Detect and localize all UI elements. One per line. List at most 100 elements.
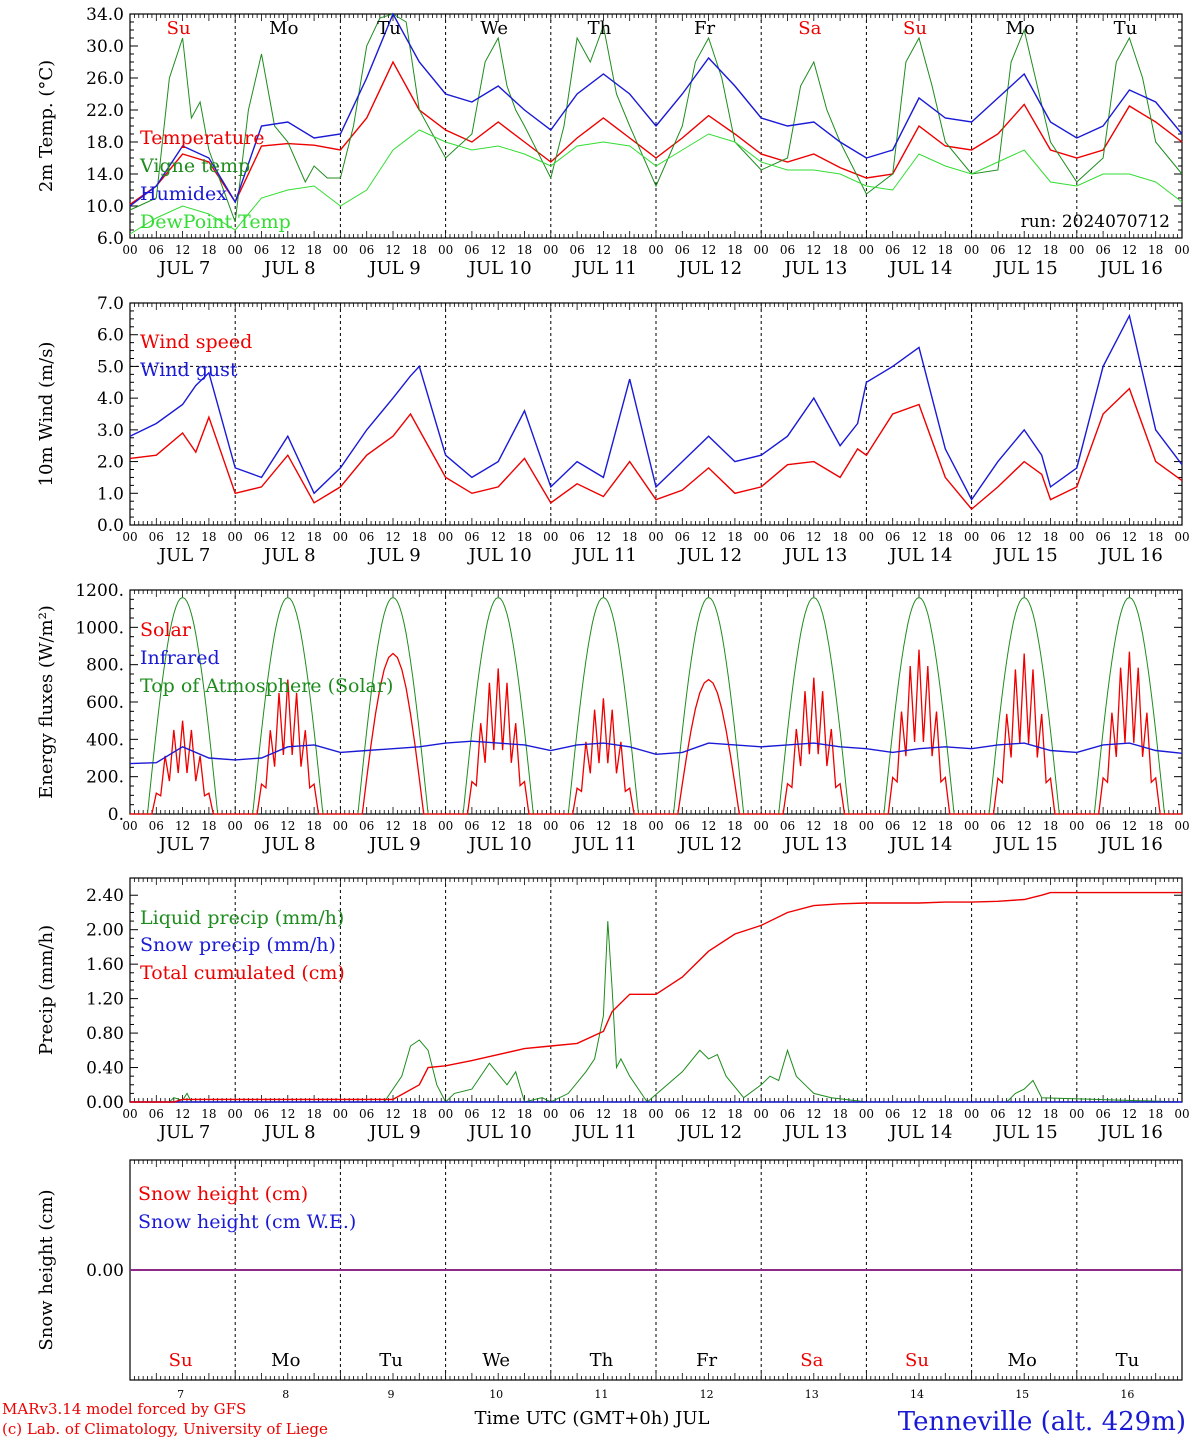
x-hour-label: 00 — [122, 530, 137, 544]
x-hour-label: 12 — [806, 243, 821, 257]
y-tick-label: 1.20 — [86, 990, 124, 1010]
x-hour-label: 06 — [1095, 1107, 1110, 1121]
x-date-label: JUL 9 — [367, 1122, 421, 1143]
x-hour-label: 12 — [175, 819, 190, 833]
x-hour-label: 00 — [964, 819, 979, 833]
x-hour-label: 00 — [1174, 819, 1189, 833]
x-hour-label: 18 — [517, 1107, 532, 1121]
x-hour-label: 06 — [149, 1107, 164, 1121]
series-line-humidex — [129, 12, 1183, 207]
legend-entry: Snow height (cm) — [138, 1183, 308, 1205]
x-hour-label: 06 — [569, 530, 584, 544]
x-hour-label: 18 — [622, 819, 637, 833]
x-hour-label: 06 — [885, 243, 900, 257]
day-letter: Su — [167, 18, 191, 39]
x-hour-label: 06 — [675, 243, 690, 257]
x-axis-label: Time UTC (GMT+0h) JUL — [475, 1408, 710, 1429]
x-hour-label: 06 — [1095, 819, 1110, 833]
x-hour-label: 12 — [1017, 819, 1032, 833]
x-hour-label: 18 — [412, 530, 427, 544]
day-number: 13 — [805, 1388, 819, 1401]
x-hour-label: 18 — [938, 243, 953, 257]
y-tick-label: 1.60 — [86, 955, 124, 975]
x-hour-label: 12 — [1122, 243, 1137, 257]
x-hour-label: 06 — [359, 530, 374, 544]
legend-entry: Snow precip (mm/h) — [140, 934, 336, 956]
day-letter-bottom: Mo — [271, 1350, 300, 1371]
x-hour-label: 00 — [964, 530, 979, 544]
x-hour-label: 00 — [543, 819, 558, 833]
legend-entry: Liquid precip (mm/h) — [140, 907, 344, 929]
x-date-label: JUL 7 — [157, 834, 211, 855]
x-hour-label: 18 — [306, 530, 321, 544]
x-hour-label: 18 — [412, 819, 427, 833]
x-hour-label: 12 — [491, 1107, 506, 1121]
x-date-label: JUL 8 — [262, 1122, 316, 1143]
y-tick-label: 4.0 — [97, 389, 124, 409]
y-tick-label: 7.0 — [97, 294, 124, 314]
x-date-label: JUL 15 — [993, 834, 1058, 855]
x-hour-label: 00 — [648, 243, 663, 257]
x-hour-label: 18 — [412, 1107, 427, 1121]
x-hour-label: 12 — [911, 819, 926, 833]
x-date-label: JUL 7 — [157, 258, 211, 279]
day-letter: Tu — [377, 18, 401, 39]
x-date-label: JUL 7 — [157, 1122, 211, 1143]
x-hour-label: 06 — [990, 243, 1005, 257]
x-hour-label: 00 — [648, 530, 663, 544]
x-date-label: JUL 16 — [1098, 545, 1163, 566]
x-date-label: JUL 14 — [888, 1122, 953, 1143]
y-tick-label: 18.0 — [86, 133, 124, 153]
x-date-label: JUL 11 — [572, 1122, 637, 1143]
day-letter-bottom: Th — [590, 1350, 614, 1371]
x-date-label: JUL 10 — [467, 545, 532, 566]
y-tick-label: 1000. — [75, 618, 124, 638]
x-hour-label: 00 — [333, 530, 348, 544]
x-date-label: JUL 9 — [367, 258, 421, 279]
x-hour-label: 12 — [596, 243, 611, 257]
x-date-label: JUL 16 — [1098, 258, 1163, 279]
series-line-liquid-precip-mm-h — [130, 921, 1183, 1103]
x-hour-label: 00 — [122, 819, 137, 833]
x-hour-label: 18 — [1148, 819, 1163, 833]
x-date-label: JUL 13 — [782, 258, 847, 279]
y-tick-label: 0.0 — [97, 516, 124, 536]
x-hour-label: 12 — [385, 819, 400, 833]
x-hour-label: 12 — [701, 1107, 716, 1121]
y-tick-label: 1200. — [75, 581, 124, 601]
x-hour-label: 00 — [122, 243, 137, 257]
series-line-solar — [130, 649, 1182, 815]
x-date-label: JUL 8 — [262, 545, 316, 566]
x-hour-label: 18 — [727, 1107, 742, 1121]
x-date-label: JUL 14 — [888, 258, 953, 279]
x-hour-label: 00 — [333, 243, 348, 257]
x-hour-label: 06 — [254, 530, 269, 544]
x-date-label: JUL 14 — [888, 834, 953, 855]
x-hour-label: 00 — [438, 1107, 453, 1121]
y-tick-label: 0.00 — [86, 1261, 124, 1281]
x-hour-label: 18 — [938, 819, 953, 833]
day-letter-bottom: Fr — [696, 1350, 717, 1371]
x-hour-label: 18 — [727, 243, 742, 257]
day-letter-bottom: Tu — [1116, 1350, 1140, 1371]
x-hour-label: 12 — [385, 1107, 400, 1121]
x-hour-label: 06 — [780, 819, 795, 833]
x-hour-label: 12 — [911, 243, 926, 257]
x-hour-label: 00 — [333, 819, 348, 833]
x-hour-label: 00 — [859, 530, 874, 544]
day-letter-bottom: Sa — [800, 1350, 823, 1371]
x-date-label: JUL 16 — [1098, 1122, 1163, 1143]
x-date-label: JUL 12 — [677, 258, 742, 279]
x-hour-label: 12 — [1122, 1107, 1137, 1121]
x-hour-label: 18 — [517, 819, 532, 833]
day-number: 10 — [489, 1388, 503, 1401]
x-hour-label: 12 — [175, 243, 190, 257]
x-hour-label: 00 — [438, 819, 453, 833]
x-hour-label: 18 — [938, 530, 953, 544]
x-hour-label: 00 — [1174, 530, 1189, 544]
day-number: 7 — [177, 1388, 184, 1401]
legend-entry: Temperature — [140, 127, 264, 149]
x-hour-label: 06 — [569, 819, 584, 833]
y-axis-label: Snow height (cm) — [36, 1189, 57, 1350]
x-hour-label: 00 — [1069, 530, 1084, 544]
